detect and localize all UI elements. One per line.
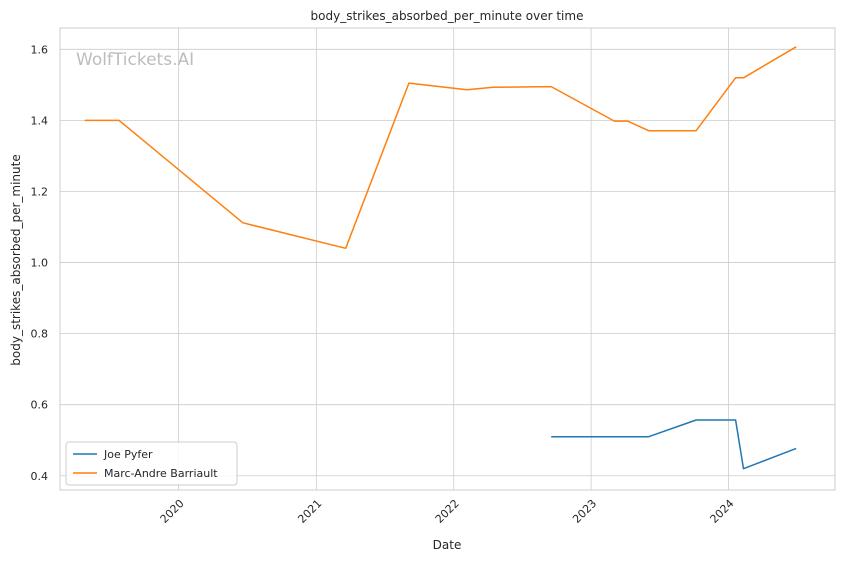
y-tick-label-1.4: 1.4 (31, 114, 49, 127)
series-line-marc-andre-barriault (84, 46, 797, 250)
legend-label-joe-pyfer: Joe Pyfer (103, 448, 153, 461)
y-tick-label-0.8: 0.8 (31, 328, 49, 341)
y-tick-label-1.2: 1.2 (31, 185, 49, 198)
y-tick-label-0.6: 0.6 (31, 399, 49, 412)
y-tick-labels: 0.4 0.6 0.8 1.0 1.2 1.4 1.6 (31, 43, 49, 482)
x-tick-label-2020: 2020 (158, 497, 187, 526)
legend: Joe Pyfer Marc-Andre Barriault (65, 441, 238, 486)
watermark: WolfTickets.AI (76, 50, 194, 70)
x-tick-label-2024: 2024 (708, 497, 737, 526)
y-axis-label: body_strikes_absorbed_per_minute (9, 154, 23, 365)
x-tick-label-2021: 2021 (295, 497, 324, 526)
series-layer (84, 46, 797, 470)
series-line-joe-pyfer (551, 419, 797, 470)
x-tick-labels: 2020 2021 2022 2023 2024 (158, 497, 737, 526)
x-tick-label-2023: 2023 (570, 497, 599, 526)
legend-label-marc-andre-barriault: Marc-Andre Barriault (104, 467, 218, 480)
y-tick-label-0.4: 0.4 (31, 470, 49, 483)
y-tick-label-1.6: 1.6 (31, 43, 49, 56)
x-axis-label: Date (433, 538, 462, 552)
y-tick-label-1.0: 1.0 (31, 257, 49, 270)
legend-box (65, 441, 238, 486)
x-tick-label-2022: 2022 (433, 497, 462, 526)
chart-title: body_strikes_absorbed_per_minute over ti… (311, 9, 584, 23)
plot-frame (59, 27, 836, 491)
